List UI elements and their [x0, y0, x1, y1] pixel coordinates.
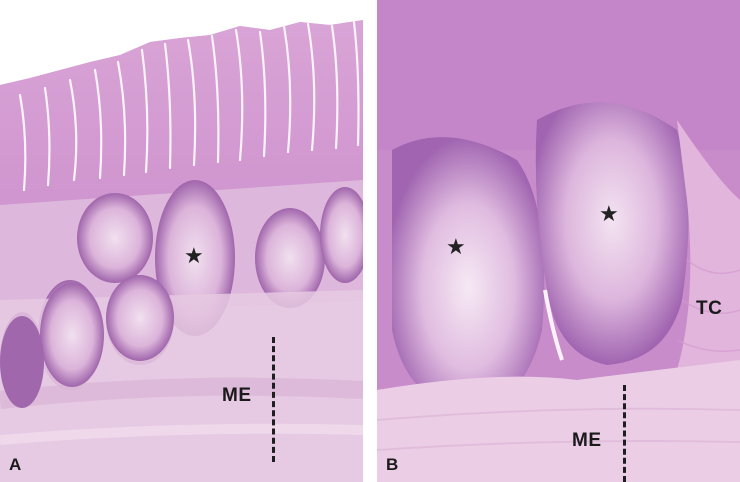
label-connective-tissue: TC — [696, 298, 723, 319]
panel-label-b: B — [386, 455, 399, 474]
star-marker: ★ — [599, 201, 619, 226]
label-muscularis-externa: ME — [222, 385, 252, 406]
dashed-marker-line — [623, 385, 626, 482]
label-muscularis-externa: ME — [572, 430, 602, 451]
dashed-marker-line — [272, 337, 275, 462]
star-marker: ★ — [184, 243, 204, 268]
micrograph-panel-b: B ME TC ★ ★ — [377, 0, 740, 482]
micrograph-panel-a: A ME ★ — [0, 0, 363, 482]
panel-label-a: A — [9, 455, 22, 474]
star-marker: ★ — [446, 234, 466, 259]
histology-image-b — [377, 0, 740, 482]
histology-image-a — [0, 0, 363, 482]
